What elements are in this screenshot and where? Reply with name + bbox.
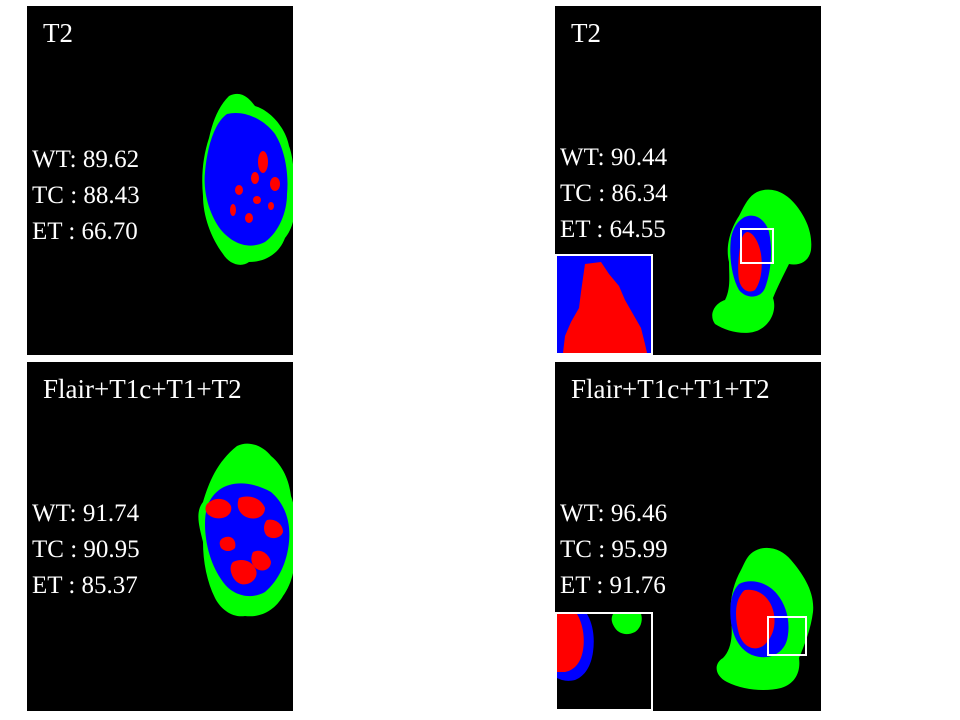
tumor-segmentation-map (712, 189, 812, 333)
dice-scores: WT: 96.46 TC : 95.99 ET : 91.76 (560, 496, 668, 604)
dice-scores: WT: 90.44 TC : 86.34 ET : 64.55 (560, 140, 668, 248)
wt-score: WT: 96.46 (560, 500, 668, 527)
et-score: ET : 91.76 (560, 572, 666, 599)
dice-scores: WT: 91.74 TC : 90.95 ET : 85.37 (32, 496, 140, 604)
tumor-segmentation-map (202, 93, 293, 265)
tc-score: TC : 95.99 (560, 536, 668, 563)
enhancing-tumor-region (557, 614, 584, 672)
zoom-region-box (740, 228, 774, 264)
enhancing-tumor-region (563, 262, 647, 353)
zoom-inset (555, 612, 653, 711)
enhancing-tumor-region (736, 589, 775, 649)
panel-title: Flair+T1c+T1+T2 (43, 374, 242, 404)
segmentation-panel-multimodal-case1: Flair+T1c+T1+T2 WT: 91.74 TC : 90.95 ET … (27, 362, 293, 711)
tumor-core-region (204, 112, 288, 246)
panel-title: Flair+T1c+T1+T2 (571, 374, 770, 404)
dice-scores: WT: 89.62 TC : 88.43 ET : 66.70 (32, 142, 140, 250)
wt-score: WT: 91.74 (32, 500, 140, 527)
segmentation-panel-t2-case2: T2 WT: 90.44 TC : 86.34 ET : 64.55 (555, 6, 821, 355)
tumor-segmentation-map (198, 443, 293, 617)
tc-score: TC : 88.43 (32, 182, 140, 209)
tc-score: TC : 90.95 (32, 536, 140, 563)
wt-score: WT: 89.62 (32, 146, 140, 173)
panel-title: T2 (571, 18, 601, 48)
wt-score: WT: 90.44 (560, 144, 668, 171)
tc-score: TC : 86.34 (560, 180, 668, 207)
zoom-inset (555, 254, 653, 355)
enhancing-tumor-region (205, 496, 283, 585)
whole-tumor-region (611, 614, 642, 635)
zoomed-segmentation (557, 256, 651, 353)
zoomed-segmentation (557, 614, 651, 709)
et-score: ET : 64.55 (560, 216, 666, 243)
panel-title: T2 (43, 18, 73, 48)
segmentation-panel-t2-case1: T2 WT: 89.62 TC : 88.43 ET : 66.70 (27, 6, 293, 355)
et-score: ET : 66.70 (32, 218, 138, 245)
zoom-region-box (767, 616, 807, 656)
et-score: ET : 85.37 (32, 572, 138, 599)
enhancing-tumor-region (230, 151, 280, 223)
segmentation-panel-multimodal-case2: Flair+T1c+T1+T2 WT: 96.46 TC : 95.99 ET … (555, 362, 821, 711)
enhancing-tumor-region (738, 232, 762, 292)
